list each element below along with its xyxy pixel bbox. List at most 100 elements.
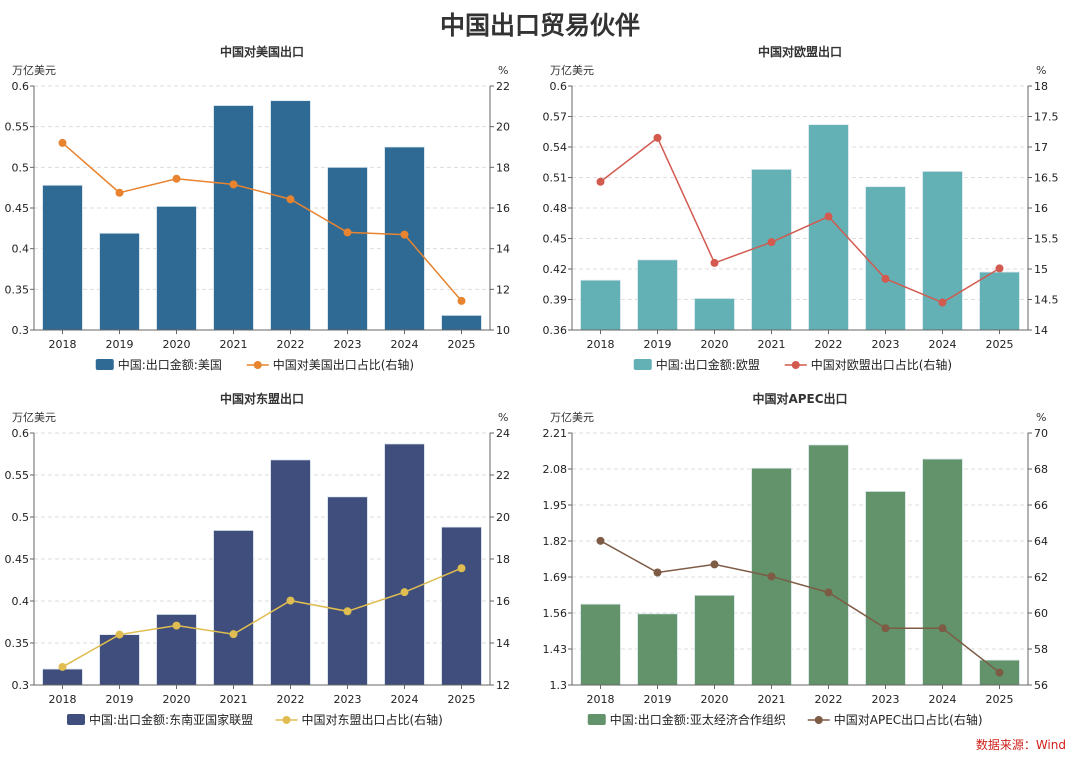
bar-2020 [694,298,735,331]
line-point-2019 [115,188,124,197]
left-tick-label: 0.6 [12,427,30,440]
line-point-2021 [229,180,238,189]
right-tick-label: 18 [496,553,510,566]
right-tick-label: 16.5 [1034,172,1059,185]
chart-title: 中国对APEC出口 [752,391,847,406]
chart-title: 中国对东盟出口 [220,391,304,406]
legend-line-label: 中国对APEC出口占比(右轴) [834,712,983,727]
line-point-2022 [286,596,295,605]
right-tick-label: 60 [1034,607,1048,620]
x-tick-label: 2022 [815,693,843,706]
legend: 中国:出口金额:美国 中国对美国出口占比(右轴) [95,357,414,372]
bar-2023 [865,491,906,686]
bar-2019 [99,232,140,331]
legend-bar-swatch [633,359,652,370]
x-tick-label: 2018 [49,338,77,351]
line-series [62,142,463,302]
x-tick-label: 2021 [220,693,248,706]
bar-2018 [42,668,83,686]
line-series [62,567,462,668]
line-point-2020 [710,258,719,267]
right-axis-unit: % [1036,411,1046,424]
bar-2025 [441,526,482,686]
x-tick-label: 2021 [758,693,786,706]
line-point-2024 [400,230,409,239]
line-point-2020 [172,174,181,183]
x-tick-label: 2021 [758,338,786,351]
legend-line-marker [791,361,800,369]
line-point-2021 [229,630,238,639]
line-point-2023 [343,607,352,616]
bar-2024 [922,458,963,686]
left-tick-label: 0.51 [543,172,568,185]
left-tick-label: 1.82 [543,535,568,548]
legend-line-marker [814,716,823,724]
right-tick-label: 10 [496,324,510,337]
x-tick-label: 2020 [701,693,729,706]
line-point-2021 [767,572,776,581]
x-tick-label: 2019 [644,338,672,351]
right-tick-label: 16 [496,202,510,215]
x-tick-label: 2025 [448,338,476,351]
right-tick-label: 62 [1034,571,1048,584]
right-tick-label: 18 [496,161,510,174]
left-tick-label: 0.5 [12,161,30,174]
x-tick-label: 2025 [986,338,1014,351]
x-tick-label: 2024 [391,338,419,351]
bar-2019 [637,613,678,686]
right-tick-label: 68 [1034,463,1048,476]
page-title: 中国出口贸易伙伴 [439,11,640,40]
chart-title: 中国对欧盟出口 [758,44,842,59]
line-point-2024 [938,624,947,633]
bar-2023 [327,496,368,686]
bar-2024 [384,443,425,686]
x-tick-label: 2022 [815,338,843,351]
line-point-2018 [596,177,605,186]
bar-2018 [580,279,621,331]
bar-2019 [637,259,678,331]
right-tick-label: 14 [496,243,510,256]
legend-line-label: 中国对欧盟出口占比(右轴) [811,357,952,372]
x-tick-label: 2018 [49,693,77,706]
right-tick-label: 16 [1034,202,1048,215]
right-tick-label: 14.5 [1034,294,1059,307]
bar-2022 [270,459,311,686]
line-point-2018 [596,536,605,545]
right-tick-label: 24 [496,427,510,440]
legend-bar-swatch [587,714,606,725]
left-tick-label: 0.45 [5,202,30,215]
bar-2023 [865,186,906,331]
right-tick-label: 15 [1034,263,1048,276]
bar-2023 [327,166,368,331]
x-tick-label: 2024 [929,338,957,351]
left-axis-unit: 万亿美元 [550,64,594,77]
left-tick-label: 1.3 [550,679,568,692]
left-tick-label: 0.6 [550,80,568,93]
left-axis-unit: 万亿美元 [12,411,56,424]
x-tick-label: 2024 [929,693,957,706]
right-tick-label: 16 [496,595,510,608]
right-tick-label: 56 [1034,679,1048,692]
right-tick-label: 14 [496,637,510,650]
bar-2020 [694,594,735,686]
bar-2021 [751,168,792,331]
line-point-2025 [995,668,1004,677]
left-tick-label: 0.45 [5,553,30,566]
line-point-2025 [457,564,466,573]
left-tick-label: 2.08 [543,463,568,476]
x-tick-label: 2019 [644,693,672,706]
legend-line-marker [282,716,291,724]
right-axis-unit: % [498,411,508,424]
x-tick-label: 2020 [163,693,191,706]
x-tick-label: 2018 [587,338,615,351]
left-tick-label: 0.48 [543,202,568,215]
line-point-2023 [881,274,890,283]
left-tick-label: 1.69 [543,571,568,584]
x-tick-label: 2019 [106,693,134,706]
bar-2021 [213,530,254,686]
right-tick-label: 64 [1034,535,1048,548]
line-point-2025 [995,264,1004,273]
